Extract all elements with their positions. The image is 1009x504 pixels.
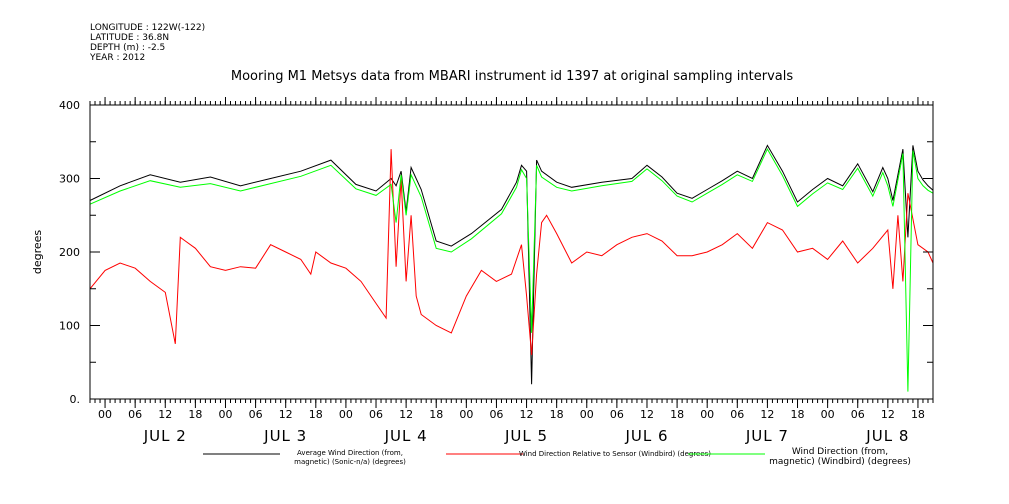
x-tick-label: 18 bbox=[309, 408, 323, 421]
x-day-label: JUL 5 bbox=[504, 427, 548, 445]
x-tick-label: 18 bbox=[791, 408, 805, 421]
x-tick-label: 06 bbox=[730, 408, 744, 421]
series-line-average-wind-direction bbox=[89, 144, 934, 385]
x-tick-label: 18 bbox=[188, 408, 202, 421]
year-text: YEAR : 2012 bbox=[89, 53, 145, 63]
x-tick-label: 12 bbox=[760, 408, 774, 421]
x-tick-label: 06 bbox=[610, 408, 624, 421]
x-tick-label: 06 bbox=[489, 408, 503, 421]
x-day-label: JUL 2 bbox=[143, 427, 187, 445]
x-tick-label: 12 bbox=[520, 408, 534, 421]
x-tick-label: 18 bbox=[429, 408, 443, 421]
x-tick-label: 00 bbox=[821, 408, 835, 421]
x-tick-label: 12 bbox=[399, 408, 413, 421]
x-tick-label: 06 bbox=[369, 408, 383, 421]
x-day-label: JUL 4 bbox=[384, 427, 428, 445]
legend-label-average-wind-direction-1: Average Wind Direction (from, bbox=[297, 449, 403, 457]
x-tick-label: 18 bbox=[911, 408, 925, 421]
x-tick-label: 12 bbox=[881, 408, 895, 421]
x-tick-label: 18 bbox=[550, 408, 564, 421]
y-tick-label: 100 bbox=[59, 320, 80, 333]
series-line-wind-direction-relative bbox=[89, 149, 934, 355]
x-day-label: JUL 7 bbox=[745, 427, 789, 445]
x-tick-label: 06 bbox=[851, 408, 865, 421]
legend-label-average-wind-direction-2: magnetic) (Sonic-n/a) (degrees) bbox=[294, 458, 406, 466]
series-line-wind-direction-windbird bbox=[89, 148, 934, 392]
longitude-text: LONGITUDE : 122W(-122) bbox=[90, 23, 205, 33]
x-tick-label: 00 bbox=[98, 408, 112, 421]
plot-frame bbox=[89, 104, 934, 400]
y-tick-label: 200 bbox=[59, 246, 80, 259]
y-tick-label: 400 bbox=[59, 99, 80, 112]
x-tick-label: 06 bbox=[128, 408, 142, 421]
x-day-label: JUL 8 bbox=[865, 427, 909, 445]
x-tick-label: 00 bbox=[700, 408, 714, 421]
series-layer bbox=[89, 144, 934, 392]
legend-label-wind-direction-windbird-2: magnetic) (Windbird) (degrees) bbox=[769, 457, 911, 467]
legend-label-wind-direction-relative: Wind Direction Relative to Sensor (Windb… bbox=[519, 450, 711, 458]
legend: Average Wind Direction (from, magnetic) … bbox=[203, 447, 911, 467]
x-tick-label: 18 bbox=[670, 408, 684, 421]
x-tick-label: 06 bbox=[249, 408, 263, 421]
x-tick-label: 12 bbox=[640, 408, 654, 421]
latitude-text: LATITUDE : 36.8N bbox=[90, 33, 169, 43]
y-tick-label: 300 bbox=[59, 173, 80, 186]
legend-label-wind-direction-windbird-1: Wind Direction (from, bbox=[792, 447, 888, 457]
x-tick-label: 00 bbox=[459, 408, 473, 421]
x-tick-label: 00 bbox=[339, 408, 353, 421]
axis-layer: 400 300 200 100 0. 00 06 12 18 00 06 12 18 00 06 12 18 00… bbox=[59, 97, 934, 445]
depth-text: DEPTH (m) : -2.5 bbox=[90, 43, 165, 53]
x-tick-label: 12 bbox=[279, 408, 293, 421]
x-tick-label: 00 bbox=[580, 408, 594, 421]
y-axis-label: degrees bbox=[31, 230, 44, 275]
x-day-label: JUL 6 bbox=[624, 427, 668, 445]
y-tick-label: 0. bbox=[70, 393, 81, 406]
chart-title: Mooring M1 Metsys data from MBARI instru… bbox=[231, 69, 793, 84]
x-day-label: JUL 3 bbox=[263, 427, 307, 445]
x-tick-label: 12 bbox=[158, 408, 172, 421]
x-tick-label: 00 bbox=[218, 408, 232, 421]
